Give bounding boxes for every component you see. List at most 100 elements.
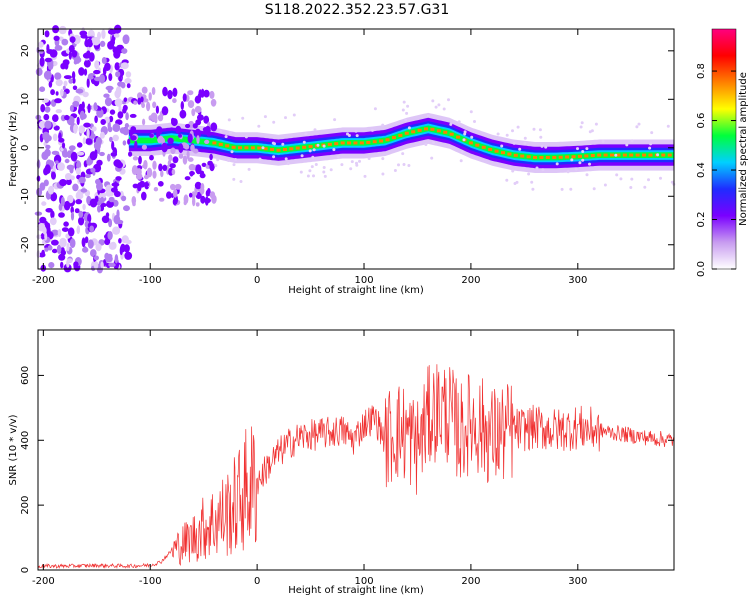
snr-series-line (37, 364, 674, 569)
spectrogram-noise-blob (146, 101, 151, 112)
spectrogram-noise-blob (204, 125, 211, 135)
spectrogram-speckle (349, 167, 353, 171)
spectrogram-noise-blob (97, 31, 101, 40)
spectrogram-ridge-peak (443, 130, 448, 134)
spectrogram-noise-blob (191, 108, 196, 117)
spectrogram-y-tick-label: -10 (20, 188, 31, 204)
spectrogram-noise-blob (159, 197, 165, 202)
spectrogram-speckle (310, 165, 314, 169)
spectrogram-noise-blob (59, 237, 67, 248)
spectrogram-noise-blob (107, 29, 116, 35)
spectrogram-speckle (570, 158, 574, 162)
spectrogram-noise-blob (76, 142, 83, 148)
spectrogram-noise-blob (103, 93, 110, 98)
spectrogram-noise-blob (93, 69, 101, 75)
spectrogram-ridge-peak (289, 147, 294, 151)
spectrogram-speckle (424, 143, 428, 146)
spectrogram-noise-blob (187, 157, 194, 162)
spectrogram-noise-blob (49, 217, 57, 226)
spectrogram-noise-blob (47, 185, 55, 195)
spectrogram-noise-blob (82, 247, 89, 253)
spectrogram-noise-blob (86, 77, 90, 88)
spectrogram-noise-blob (39, 48, 44, 55)
spectrogram-speckle (214, 164, 218, 168)
spectrogram-noise-blob (134, 140, 138, 150)
spectrogram-noise-blob (70, 206, 74, 214)
spectrogram-ridge-peak (590, 153, 595, 157)
spectrogram-speckle (538, 128, 542, 132)
spectrogram-noise-blob (52, 133, 58, 142)
spectrogram-speckle (407, 126, 411, 130)
spectrogram-noise-blob (113, 214, 121, 225)
spectrogram-speckle (579, 125, 583, 129)
spectrogram-noise-blob (113, 260, 120, 270)
spectrogram-ridge-peak (449, 132, 454, 136)
spectrogram-noise-blob (104, 97, 113, 107)
spectrogram-noise-blob (36, 234, 42, 240)
spectrogram-speckle (588, 162, 591, 166)
spectrogram-noise-blob (57, 162, 65, 171)
spectrogram-ridge-peak (385, 138, 390, 142)
spectrogram-ridge-peak (353, 141, 358, 145)
spectrogram-noise-blob (41, 201, 47, 206)
spectrogram-noise-blob (200, 183, 205, 191)
spectrogram-speckle (470, 135, 474, 139)
spectrogram-noise-blob (69, 105, 74, 112)
spectrogram-speckle (336, 155, 340, 159)
spectrogram-noise-blob (78, 176, 86, 184)
spectrogram-noise-blob (133, 100, 138, 105)
spectrogram-noise-blob (131, 196, 137, 205)
spectrogram-ridge-peak (456, 135, 461, 139)
spectrogram-noise-blob (72, 100, 80, 108)
spectrogram-noise-blob (44, 30, 50, 38)
spectrogram-speckle (629, 186, 633, 189)
spectrogram-speckle (560, 187, 564, 191)
spectrogram-noise-blob (67, 227, 75, 237)
spectrogram-noise-blob (118, 238, 122, 244)
spectrogram-speckle (643, 185, 647, 189)
spectrogram-speckle (447, 98, 450, 102)
spectrogram-speckle (569, 187, 573, 191)
spectrogram-noise-blob (171, 169, 176, 175)
spectrogram-noise-blob (56, 244, 62, 254)
spectrogram-noise-blob (47, 245, 53, 251)
spectrogram-noise-blob (57, 229, 62, 237)
spectrogram-ridge-peak (212, 141, 217, 145)
spectrogram-noise-blob (126, 83, 131, 89)
spectrogram-noise-blob (83, 59, 91, 68)
spectrogram-noise-blob (93, 261, 99, 270)
spectrogram-noise-blob (154, 116, 158, 124)
spectrogram-speckle (286, 162, 290, 166)
spectrogram-speckle (430, 156, 434, 160)
spectrogram-speckle (459, 159, 463, 163)
spectrogram-noise-blob (143, 182, 150, 187)
snr-y-tick-label: 0 (20, 567, 31, 573)
spectrogram-noise-blob (204, 139, 210, 144)
snr-y-tick-label: 200 (20, 496, 31, 515)
spectrogram-noise-blob (96, 110, 103, 116)
spectrogram-noise-blob (186, 150, 190, 160)
spectrogram-noise-blob (75, 199, 83, 205)
spectrogram-noise-blob (53, 125, 60, 131)
spectrogram-speckle (523, 136, 527, 140)
spectrogram-noise-blob (172, 156, 179, 164)
spectrogram-speckle (241, 116, 245, 120)
spectrogram-noise-blob (104, 234, 109, 239)
spectrogram-noise-blob (91, 37, 99, 42)
spectrogram-speckle (505, 178, 509, 182)
spectrogram-speckle (230, 150, 234, 154)
spectrogram-noise-blob (117, 111, 124, 119)
spectrogram-noise-blob (109, 115, 114, 123)
spectrogram-x-tick-label: 0 (254, 275, 260, 286)
spectrogram-noise-blob (171, 117, 175, 123)
spectrogram-speckle (585, 147, 589, 151)
spectrogram-noise-blob (157, 181, 164, 187)
spectrogram-noise-blob (192, 196, 196, 207)
spectrogram-ridge-peak (257, 146, 262, 150)
spectrogram-speckle (630, 177, 634, 181)
spectrogram-speckle (332, 148, 336, 152)
spectrogram-ridge-peak (263, 147, 268, 151)
spectrogram-noise-blob (93, 255, 99, 261)
spectrogram-ridge-peak (475, 143, 480, 147)
spectrogram-speckle (469, 110, 473, 114)
